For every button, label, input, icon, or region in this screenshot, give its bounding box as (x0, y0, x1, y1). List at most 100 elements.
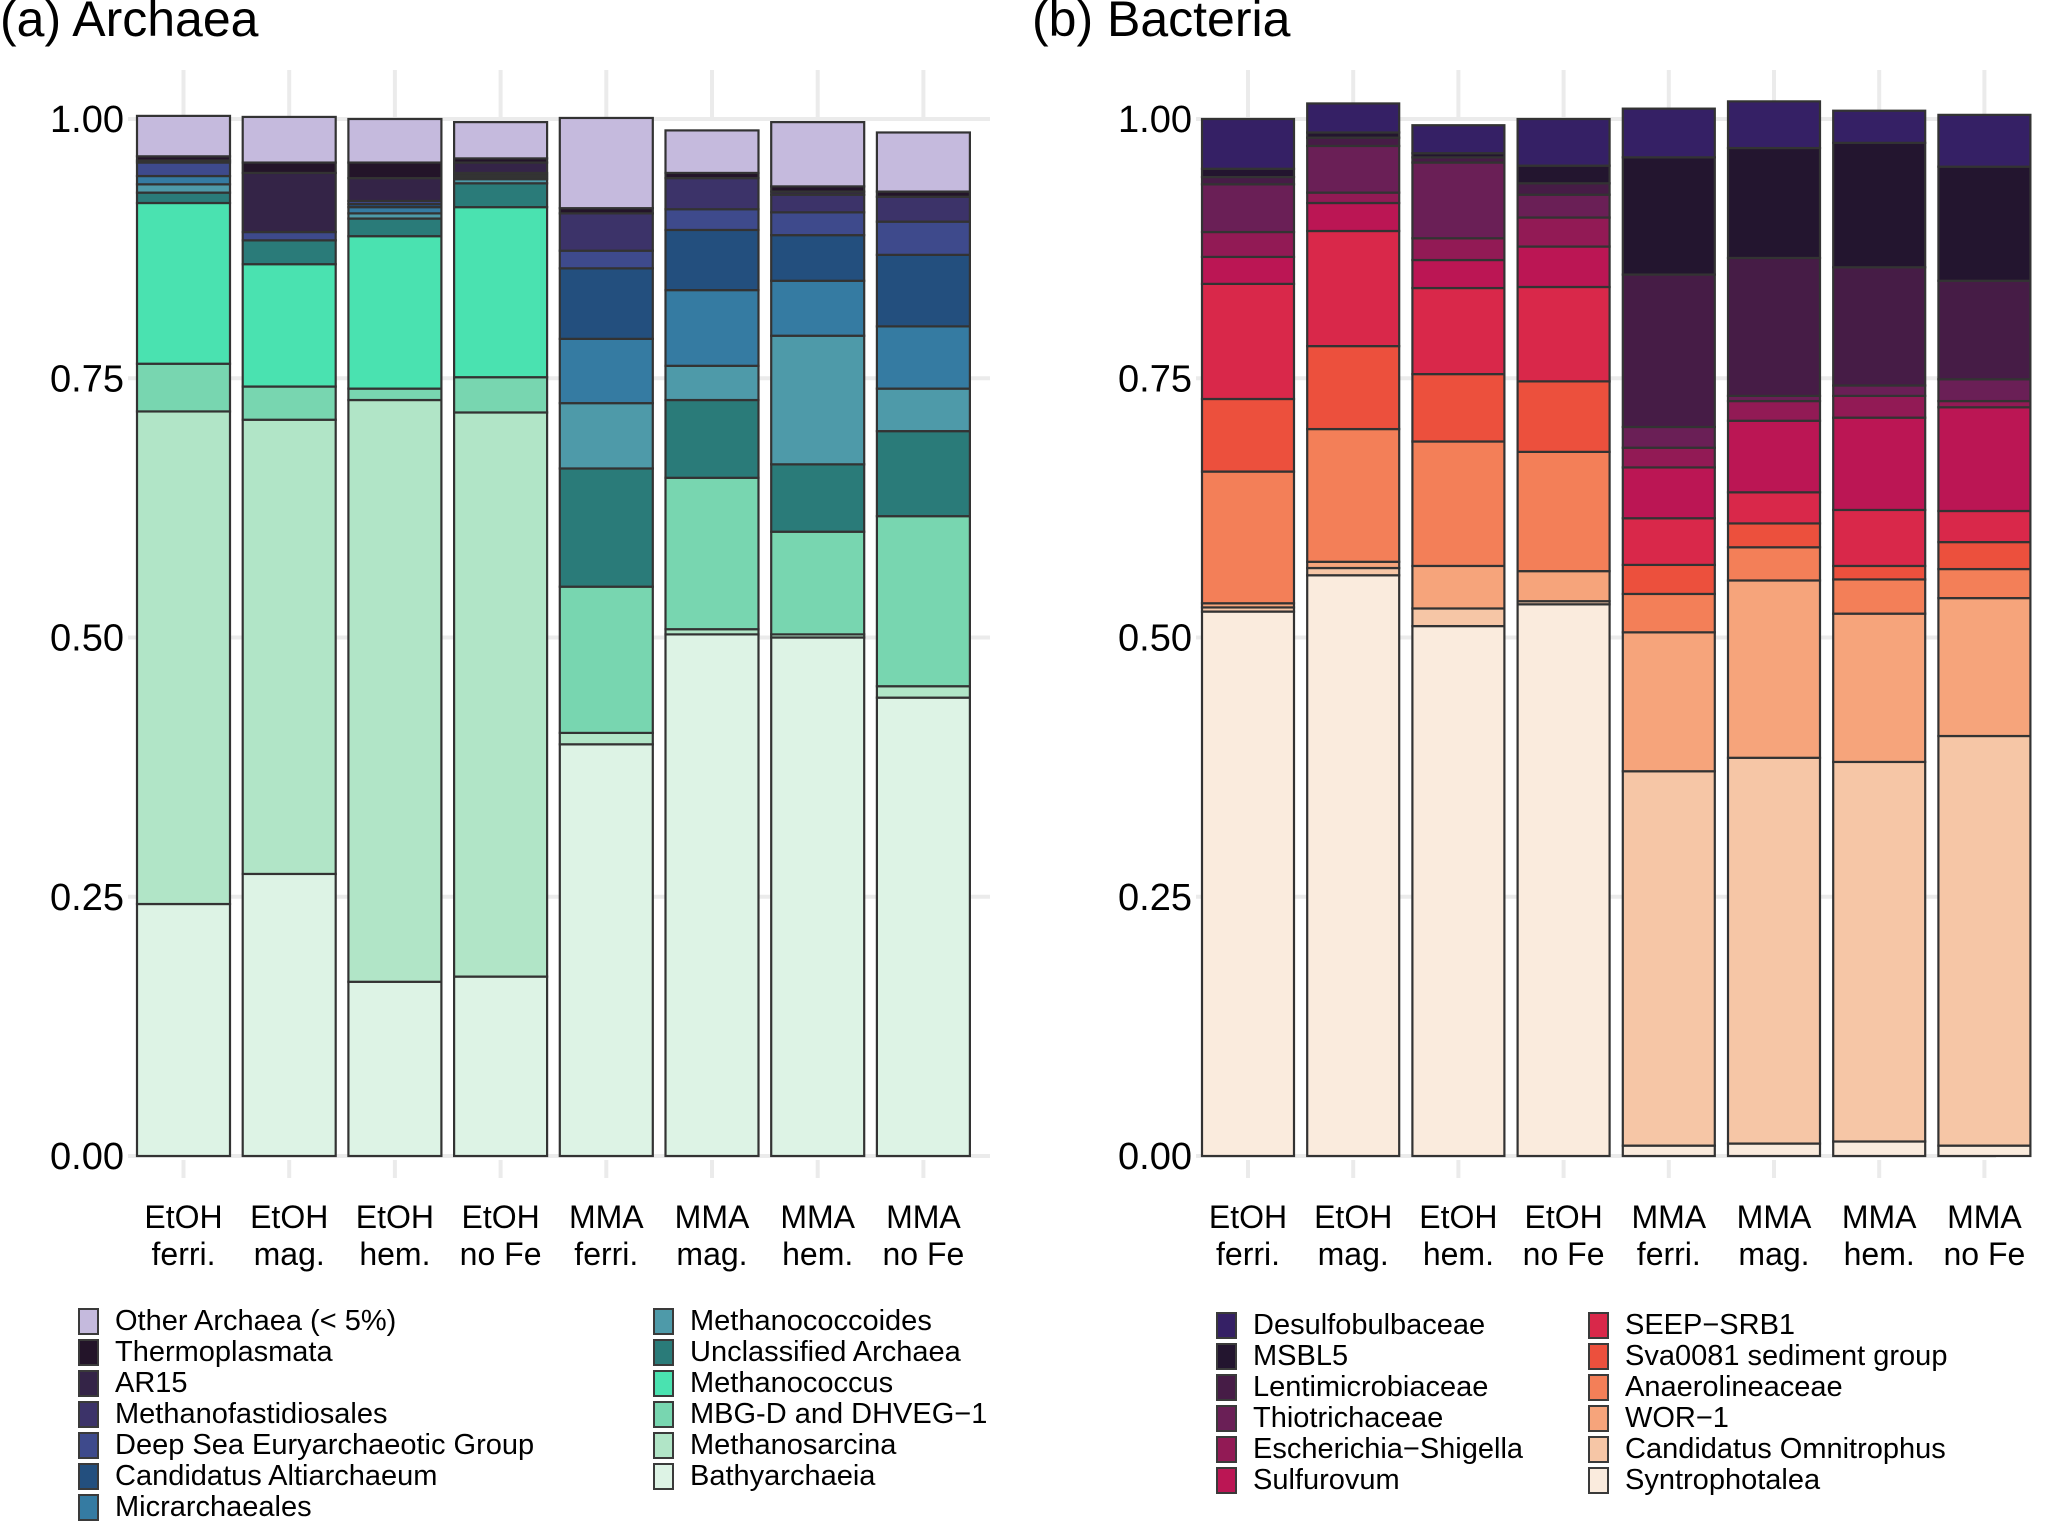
legend-label: Sva0081 sediment group (1625, 1340, 1948, 1372)
bacteria-bar-segment (1200, 255, 1296, 285)
bacteria-bar-segment (1411, 624, 1506, 1158)
bacteria-bar-segment (1200, 610, 1296, 1158)
archaea-bar-segment (664, 476, 760, 631)
archaea-bar-segment (664, 364, 760, 402)
legend-swatch (653, 1401, 674, 1428)
archaea-xtick-label: EtOH (144, 1199, 222, 1235)
archaea-bar (135, 114, 232, 1158)
bacteria-bar-segment (1411, 564, 1506, 610)
archaea-bar-segment (770, 279, 866, 337)
legend-label: Unclassified Archaea (690, 1336, 961, 1368)
archaea-bar-segment (875, 696, 972, 1158)
legend-swatch (1216, 1374, 1237, 1401)
bacteria-bar-segment (1726, 399, 1822, 422)
archaea-xtick-label: ferri. (152, 1236, 216, 1272)
archaea-bar-segment (875, 430, 972, 518)
archaea-bar-segment (664, 398, 760, 479)
bacteria-bar-segment (1411, 440, 1506, 568)
bacteria-bar-segment (1726, 146, 1822, 260)
archaea-legend-col-1: Other Archaea (< 5%) Thermoplasmata AR15 Me… (78, 1306, 534, 1523)
legend-label: Candidatus Altiarchaeum (115, 1460, 438, 1492)
archaea-bar (770, 121, 866, 1158)
bacteria-bar-segment (1726, 522, 1822, 549)
legend-label: Methanosarcina (690, 1429, 897, 1461)
archaea-xtick-label: MMA (780, 1199, 855, 1235)
archaea-xtick-label: EtOH (356, 1199, 434, 1235)
bacteria-ytick-label: 0.25 (1118, 877, 1192, 919)
archaea-ytick-label: 1.00 (50, 99, 124, 141)
archaea-bar-segment (241, 161, 337, 175)
archaea-bar-segment (875, 220, 972, 256)
archaea-bar (664, 129, 760, 1158)
bacteria-bar-segment (1937, 113, 2032, 168)
bacteria-bar-segment (1306, 427, 1401, 563)
archaea-bar-segment (875, 387, 972, 433)
archaea-bar-segment (664, 129, 760, 175)
archaea-xtick-label: hem. (782, 1236, 853, 1272)
archaea-bar (347, 117, 443, 1158)
archaea-bar-segment (875, 253, 972, 328)
bacteria-bar-segment (1621, 631, 1716, 773)
archaea-chart: 0.000.250.500.751.00EtOHferri.EtOHmag.Et… (50, 70, 990, 1272)
bacteria-bar (1516, 117, 1611, 1158)
archaea-bar-segment (558, 267, 654, 340)
archaea-xtick-label: MMA (569, 1199, 644, 1235)
archaea-bar-segment (664, 289, 760, 367)
bacteria-bar-segment (1411, 237, 1506, 262)
archaea-bar-segment (135, 114, 232, 158)
archaea-bar-segment (241, 115, 337, 164)
archaea-legend-item: Candidatus Altiarchaeum (78, 1461, 534, 1492)
bacteria-bar-segment (1411, 124, 1506, 155)
legend-label: SEEP−SRB1 (1625, 1309, 1796, 1341)
bacteria-bar-segment (1937, 1144, 2032, 1158)
bacteria-legend-item: Escherichia−Shigella (1216, 1434, 1523, 1465)
bacteria-xtick-label: EtOH (1314, 1199, 1392, 1235)
legend-swatch (1588, 1467, 1609, 1494)
bacteria-bar-segment (1621, 592, 1716, 634)
bacteria-legend-item: Desulfobulbaceae (1216, 1310, 1523, 1341)
archaea-legend-item: Methanofastidiosales (78, 1399, 534, 1430)
bacteria-bar-segment (1306, 191, 1401, 205)
bacteria-xtick-label: ferri. (1216, 1236, 1280, 1272)
legend-swatch (1216, 1405, 1237, 1432)
bacteria-bar (1411, 124, 1506, 1158)
archaea-xtick-label: hem. (359, 1236, 430, 1272)
archaea-bar-segment (770, 193, 866, 214)
archaea-bar-segment (453, 161, 549, 175)
bacteria-bar-segment (1306, 136, 1401, 148)
archaea-bar-segment (347, 217, 443, 238)
legend-swatch (653, 1432, 674, 1459)
bacteria-bar-segment (1621, 156, 1716, 276)
bacteria-bar (1937, 113, 2032, 1158)
legend-swatch (78, 1308, 99, 1335)
archaea-bar-segment (347, 235, 443, 390)
archaea-legend-col-2: Methanococcoides Unclassified Archaea Meth… (653, 1306, 987, 1492)
bacteria-bar-segment (1937, 509, 2032, 544)
bacteria-bar-segment (1516, 603, 1611, 1158)
archaea-ytick-label: 0.00 (50, 1136, 124, 1178)
bacteria-bar-segment (1411, 161, 1506, 240)
archaea-xtick-label: ferri. (574, 1236, 638, 1272)
bacteria-legend-item: SEEP−SRB1 (1588, 1310, 1947, 1341)
archaea-legend-item: Deep Sea Euryarchaeotic Group (78, 1430, 534, 1461)
bacteria-bar-segment (1832, 578, 1927, 615)
legend-swatch (1588, 1436, 1609, 1463)
bacteria-xtick-label: ferri. (1637, 1236, 1701, 1272)
bacteria-bar-segment (1411, 373, 1506, 443)
legend-label: Thiotrichaceae (1253, 1402, 1444, 1434)
bacteria-xtick-label: mag. (1318, 1236, 1389, 1272)
archaea-bar-segment (135, 362, 232, 413)
bacteria-bar-segment (1306, 102, 1401, 134)
bacteria-bar-segment (1516, 450, 1611, 573)
legend-label: Other Archaea (< 5%) (115, 1305, 397, 1337)
bacteria-bar-segment (1832, 612, 1927, 764)
bacteria-bar-segment (1832, 416, 1927, 512)
bacteria-bar-segment (1621, 466, 1716, 520)
bacteria-bar-segment (1832, 508, 1927, 568)
bacteria-panel-title: (b) Bacteria (1032, 0, 1291, 47)
archaea-xtick-label: EtOH (250, 1199, 328, 1235)
archaea-bar-segment (558, 585, 654, 735)
legend-swatch (1588, 1343, 1609, 1370)
bacteria-bar-segment (1306, 229, 1401, 348)
archaea-xtick-label: no Fe (460, 1236, 542, 1272)
